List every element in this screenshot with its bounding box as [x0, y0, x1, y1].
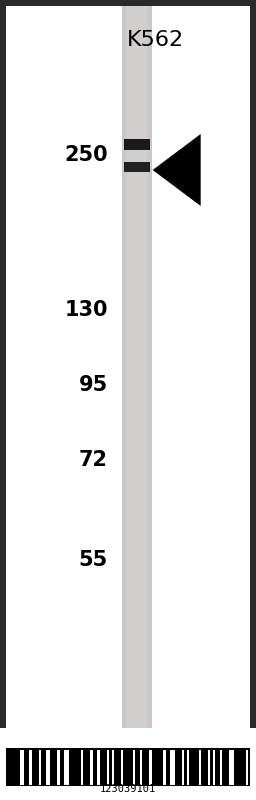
Bar [213, 750, 215, 785]
Bar [124, 6, 126, 728]
Bar [124, 139, 150, 150]
Text: 95: 95 [79, 375, 108, 395]
Bar [133, 750, 135, 785]
Bar [29, 750, 31, 785]
Bar [81, 750, 83, 785]
Text: 55: 55 [79, 550, 108, 570]
Text: K562: K562 [126, 30, 184, 50]
Bar [163, 750, 166, 785]
Bar [208, 750, 210, 785]
Bar [122, 6, 124, 728]
Bar [125, 6, 127, 728]
Text: 123039101: 123039101 [100, 784, 156, 794]
Bar [0, 728, 256, 800]
Bar [220, 750, 222, 785]
Bar [140, 750, 142, 785]
Bar [65, 750, 69, 785]
Bar [39, 750, 41, 785]
Polygon shape [153, 134, 201, 206]
Bar [187, 750, 189, 785]
Bar [148, 6, 150, 728]
Bar [20, 750, 25, 785]
Text: 250: 250 [64, 145, 108, 165]
Bar [121, 750, 123, 785]
Text: 130: 130 [65, 300, 108, 320]
Bar [98, 750, 100, 785]
Bar [107, 750, 109, 785]
Bar [147, 6, 149, 728]
Text: 72: 72 [79, 450, 108, 470]
Bar [112, 750, 114, 785]
Bar [182, 750, 185, 785]
Bar [57, 750, 60, 785]
Bar [199, 750, 201, 785]
Bar [246, 750, 248, 785]
Bar [122, 6, 152, 728]
Bar [229, 750, 234, 785]
Bar [6, 748, 250, 786]
Bar [170, 750, 175, 785]
Bar [46, 750, 50, 785]
Bar [150, 6, 152, 728]
Bar [149, 750, 152, 785]
Bar [90, 750, 93, 785]
Bar [124, 162, 150, 172]
